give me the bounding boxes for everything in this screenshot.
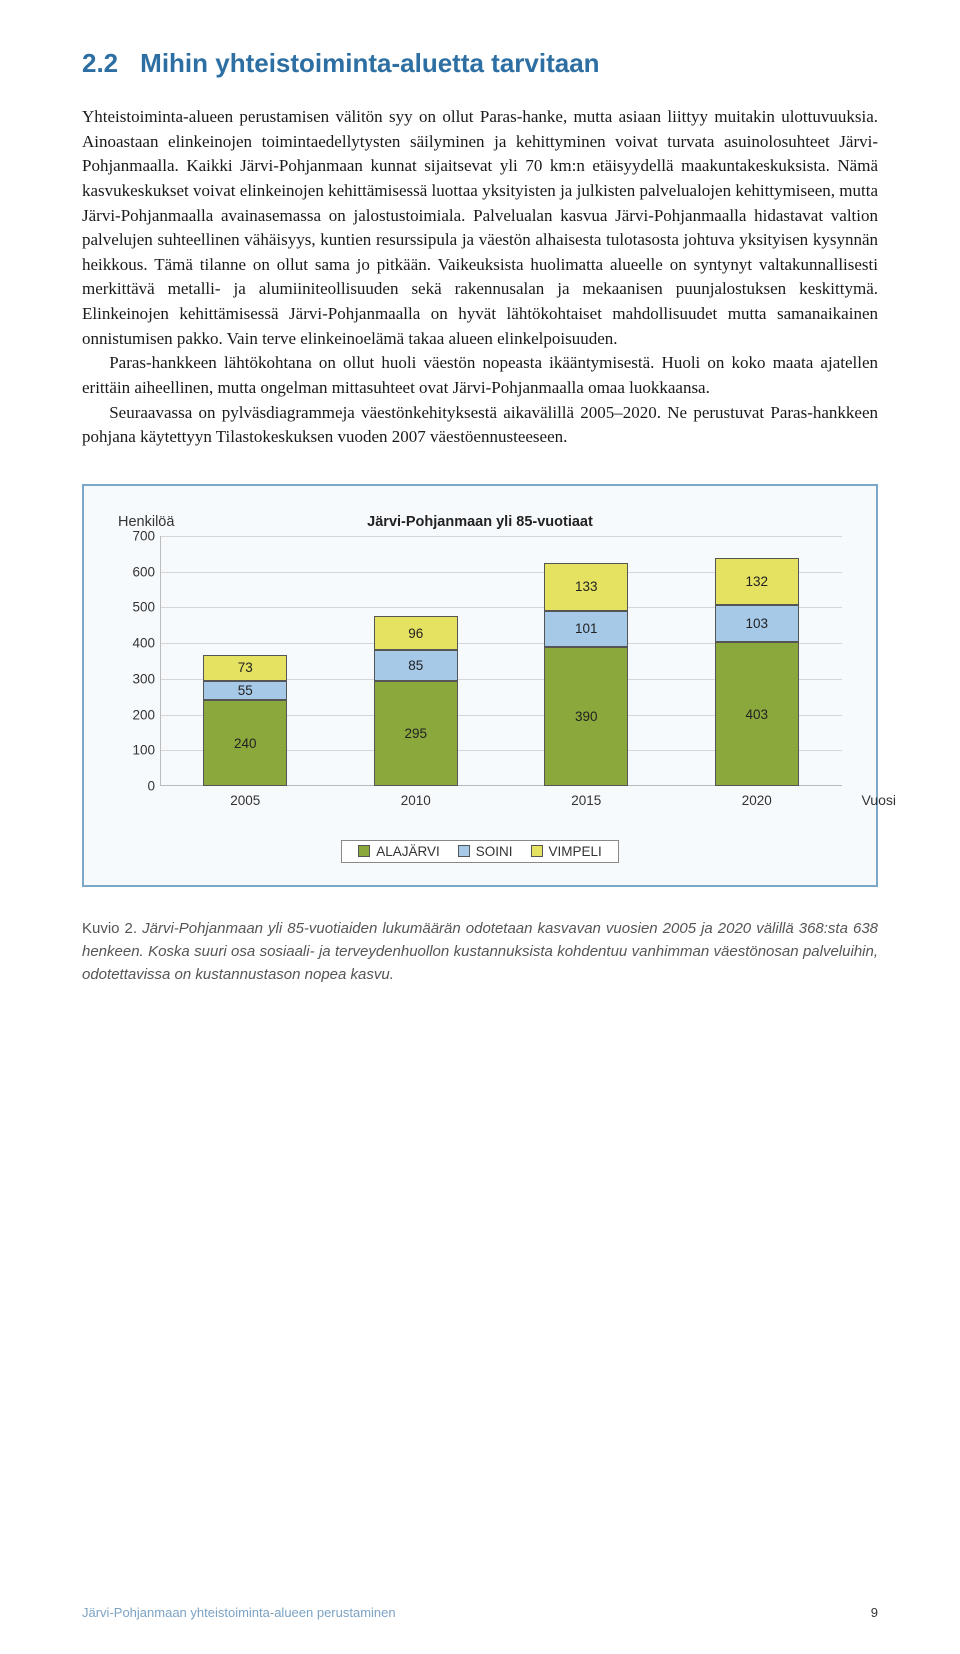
figure-caption: Kuvio 2. Järvi-Pohjanmaan yli 85-vuotiai… <box>82 917 878 987</box>
chart-bar-stack: 390101133 <box>544 563 628 786</box>
chart-bar-segment: 101 <box>544 611 628 647</box>
paragraph-1: Yhteistoiminta-alueen perustamisen välit… <box>82 105 878 351</box>
page-footer: Järvi-Pohjanmaan yhteistoiminta-alueen p… <box>82 1605 878 1620</box>
chart-bars: 2405573200529585962010390101133201540310… <box>160 536 842 786</box>
section-heading: 2.2 Mihin yhteistoiminta-aluetta tarvitaa… <box>82 48 878 79</box>
section-number: 2.2 <box>82 48 118 79</box>
chart-ytick: 200 <box>121 707 155 722</box>
chart-ytick: 0 <box>121 778 155 793</box>
body-text: Yhteistoiminta-alueen perustamisen välit… <box>82 105 878 450</box>
chart-xtick: 2005 <box>160 793 331 808</box>
caption-text: Järvi-Pohjanmaan yli 85-vuotiaiden lukum… <box>82 920 878 984</box>
legend-item: SOINI <box>458 844 513 859</box>
chart-xtick: 2020 <box>672 793 843 808</box>
chart-bar-segment: 132 <box>715 558 799 605</box>
footer-text: Järvi-Pohjanmaan yhteistoiminta-alueen p… <box>82 1605 396 1620</box>
chart-ytick: 300 <box>121 671 155 686</box>
legend-swatch <box>458 845 470 857</box>
legend-label: VIMPELI <box>549 844 602 859</box>
chart-ytick: 400 <box>121 636 155 651</box>
chart-bar-segment: 55 <box>203 681 287 701</box>
chart-container: Henkilöä Järvi-Pohjanmaan yli 85-vuotiaa… <box>82 484 878 887</box>
chart-bar-column: 24055732005 <box>160 536 331 786</box>
legend-swatch <box>531 845 543 857</box>
legend-item: VIMPELI <box>531 844 602 859</box>
chart-xtick: 2010 <box>331 793 502 808</box>
chart-xlabel: Vuosi <box>861 792 896 808</box>
chart-bar-column: 3901011332015 <box>501 536 672 786</box>
chart-legend: ALAJÄRVI SOINI VIMPELI <box>341 840 619 863</box>
chart-bar-segment: 390 <box>544 647 628 786</box>
chart-bar-segment: 295 <box>374 681 458 786</box>
chart-bar-segment: 403 <box>715 642 799 786</box>
chart-bar-column: 29585962010 <box>331 536 502 786</box>
chart-bar-segment: 73 <box>203 655 287 681</box>
chart-bar-stack: 403103132 <box>715 558 799 786</box>
chart-ytick: 500 <box>121 600 155 615</box>
chart-ytick: 700 <box>121 528 155 543</box>
chart-bar-segment: 240 <box>203 700 287 786</box>
legend-label: SOINI <box>476 844 513 859</box>
chart-bar-segment: 85 <box>374 650 458 680</box>
chart-plot-area: 0100200300400500600700 24055732005295859… <box>160 536 842 806</box>
section-title: Mihin yhteistoiminta-aluetta tarvitaan <box>140 48 599 78</box>
page-number: 9 <box>871 1605 878 1620</box>
legend-label: ALAJÄRVI <box>376 844 440 859</box>
chart-bar-column: 4031031322020 <box>672 536 843 786</box>
chart-bar-stack: 2405573 <box>203 655 287 786</box>
chart-xtick: 2015 <box>501 793 672 808</box>
chart-bar-segment: 133 <box>544 563 628 611</box>
chart-ytick: 600 <box>121 564 155 579</box>
chart-title: Järvi-Pohjanmaan yli 85-vuotiaat <box>118 514 842 530</box>
chart-bar-segment: 103 <box>715 605 799 642</box>
legend-swatch <box>358 845 370 857</box>
paragraph-3: Seuraavassa on pylväsdiagrammeja väestön… <box>82 401 878 450</box>
paragraph-2: Paras-hankkeen lähtökohtana on ollut huo… <box>82 351 878 400</box>
chart-bar-stack: 2958596 <box>374 616 458 786</box>
legend-item: ALAJÄRVI <box>358 844 440 859</box>
caption-lead: Kuvio 2. <box>82 920 137 937</box>
chart-bar-segment: 96 <box>374 616 458 650</box>
chart-ytick: 100 <box>121 743 155 758</box>
